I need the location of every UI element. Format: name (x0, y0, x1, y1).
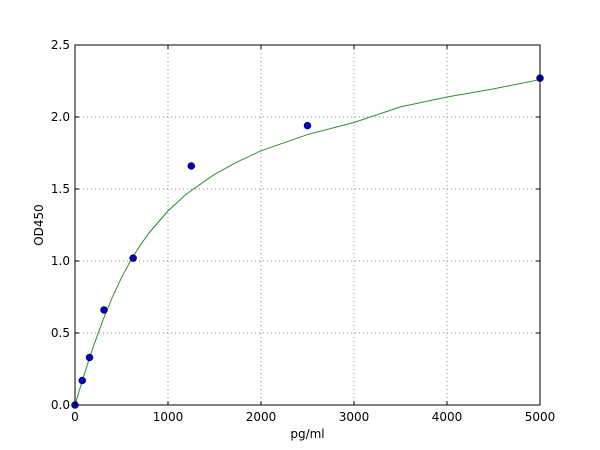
x-tick-label: 2000 (246, 410, 277, 424)
data-point (78, 376, 87, 385)
y-tick-label: 0.0 (51, 398, 70, 412)
y-tick-label: 2.0 (51, 110, 70, 124)
y-tick-label: 2.5 (51, 38, 70, 52)
data-point (303, 121, 312, 130)
ticks-layer: 0 1000 2000 3000 4000 5000 0.0 0.5 1.0 1.5 2.0 2.5 (51, 38, 555, 424)
x-tick-label: 4000 (432, 410, 463, 424)
data-point (187, 162, 195, 170)
fit-curve-layer (74, 79, 541, 406)
data-point (100, 306, 108, 314)
plot-frame (74, 44, 541, 406)
y-tick-label: 0.5 (51, 326, 70, 340)
data-point (85, 353, 94, 362)
fit-curve-line (74, 79, 541, 406)
x-tick-label: 0 (71, 410, 79, 424)
x-axis-title: pg/ml (290, 427, 324, 441)
y-axis-title: OD450 (32, 204, 46, 246)
y-tick-label: 1.5 (51, 182, 70, 196)
x-tick-label: 5000 (525, 410, 556, 424)
data-point (129, 254, 137, 262)
x-tick-label: 1000 (153, 410, 184, 424)
x-tick-label: 3000 (339, 410, 370, 424)
y-tick-label: 1.0 (51, 254, 70, 268)
